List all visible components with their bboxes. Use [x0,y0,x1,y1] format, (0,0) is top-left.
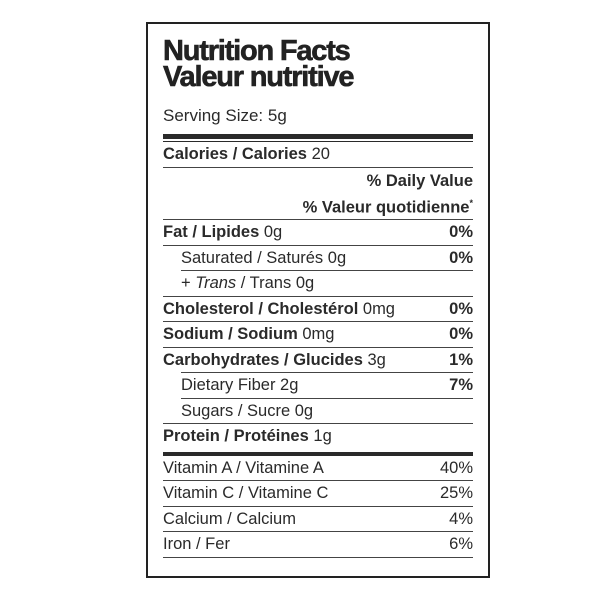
vitamin-label: Iron / Fer [163,535,230,554]
divider-thick [163,451,473,456]
nutrient-label: Protein / Protéines [163,427,309,446]
vitamin-pct: 25% [439,484,473,503]
divider [181,372,473,373]
nutrient-label: Saturated / Saturés [181,248,324,267]
divider-thin [163,141,473,142]
nutrient-label: Sodium / Sodium [163,325,298,344]
daily-value-en: % Daily Value [366,171,473,190]
daily-value-fr: % Valeur quotidienne [302,198,470,216]
calories-label: Calories / Calories [163,145,307,164]
divider-thick [163,134,473,139]
vitamin-row: Vitamin C / Vitamine C 25% [163,481,473,507]
vitamin-row: Vitamin A / Vitamine A 40% [163,456,473,481]
nutrient-amount: 0g [294,401,314,420]
vitamin-pct: 4% [449,509,473,528]
vitamin-pct: 6% [449,535,473,554]
nutrition-facts-label: Nutrition Facts Valeur nutritive Serving… [146,22,490,578]
nutrient-row-sugars: Sugars / Sucre 0g [181,399,473,424]
serving-size: Serving Size: 5g [163,106,287,125]
calories-row: Calories / Calories 20 [163,142,473,168]
nutrient-label: / Trans [236,274,292,293]
vitamin-row: Calcium / Calcium 4% [163,507,473,532]
vitamin-label: Vitamin C / Vitamine C [163,484,329,503]
nutrient-label: Cholesterol / Cholestérol [163,299,359,318]
nutrient-amount: 3g [367,350,386,369]
nutrient-row-trans: + Trans / Trans 0g [181,271,473,296]
nutrient-amount: 1g [313,427,332,446]
calories-value: 20 [311,145,330,164]
vitamin-label: Calcium / Calcium [163,509,296,528]
nutrient-pct: 1% [449,350,473,369]
nutrient-amount: 0mg [362,299,395,318]
nutrient-label-italic: Trans [195,274,237,293]
nutrient-pct: 0% [449,248,473,267]
title-en: Nutrition Facts [163,35,351,67]
nutrient-row-fiber: Dietary Fiber 2g 7% [181,373,473,399]
nutrient-row-cholesterol: Cholesterol / Cholestérol 0mg 0% [163,297,473,322]
nutrient-row-fat: Fat / Lipides 0g 0% [163,220,473,246]
vitamin-label: Vitamin A / Vitamine A [163,458,324,477]
title-fr: Valeur nutritive [163,61,355,93]
nutrient-pct: 7% [449,376,473,395]
nutrient-pct: 0% [449,223,473,242]
nutrient-row-saturated: Saturated / Saturés 0g 0% [181,246,473,271]
nutrient-pct: 0% [449,325,473,344]
nutrient-amount: 0g [295,274,315,293]
nutrient-prefix: + [181,274,196,293]
nutrient-pct: 0% [449,299,473,318]
divider [163,423,473,424]
nutrient-row-protein: Protein / Protéines 1g [163,424,473,449]
nutrient-amount: 0g [263,223,283,242]
nutrient-label: Sugars / Sucre [181,401,291,420]
nutrient-label: Carbohydrates / Glucides [163,350,363,369]
nutrient-label: Fat / Lipides [163,223,260,242]
nutrient-amount: 0g [327,248,347,267]
vitamin-pct: 40% [439,458,473,477]
daily-value-header: % Daily Value % Valeur quotidienne* [163,168,473,220]
footnote-mark: * [469,197,473,208]
nutrient-row-carbohydrates: Carbohydrates / Glucides 3g 1% [163,348,473,373]
divider [163,295,473,297]
vitamin-row: Iron / Fer 6% [163,532,473,558]
nutrient-amount: 0mg [302,325,335,344]
nutrient-label: Dietary Fiber [181,376,276,395]
nutrient-row-sodium: Sodium / Sodium 0mg 0% [163,322,473,348]
nutrient-amount: 2g [280,376,299,395]
